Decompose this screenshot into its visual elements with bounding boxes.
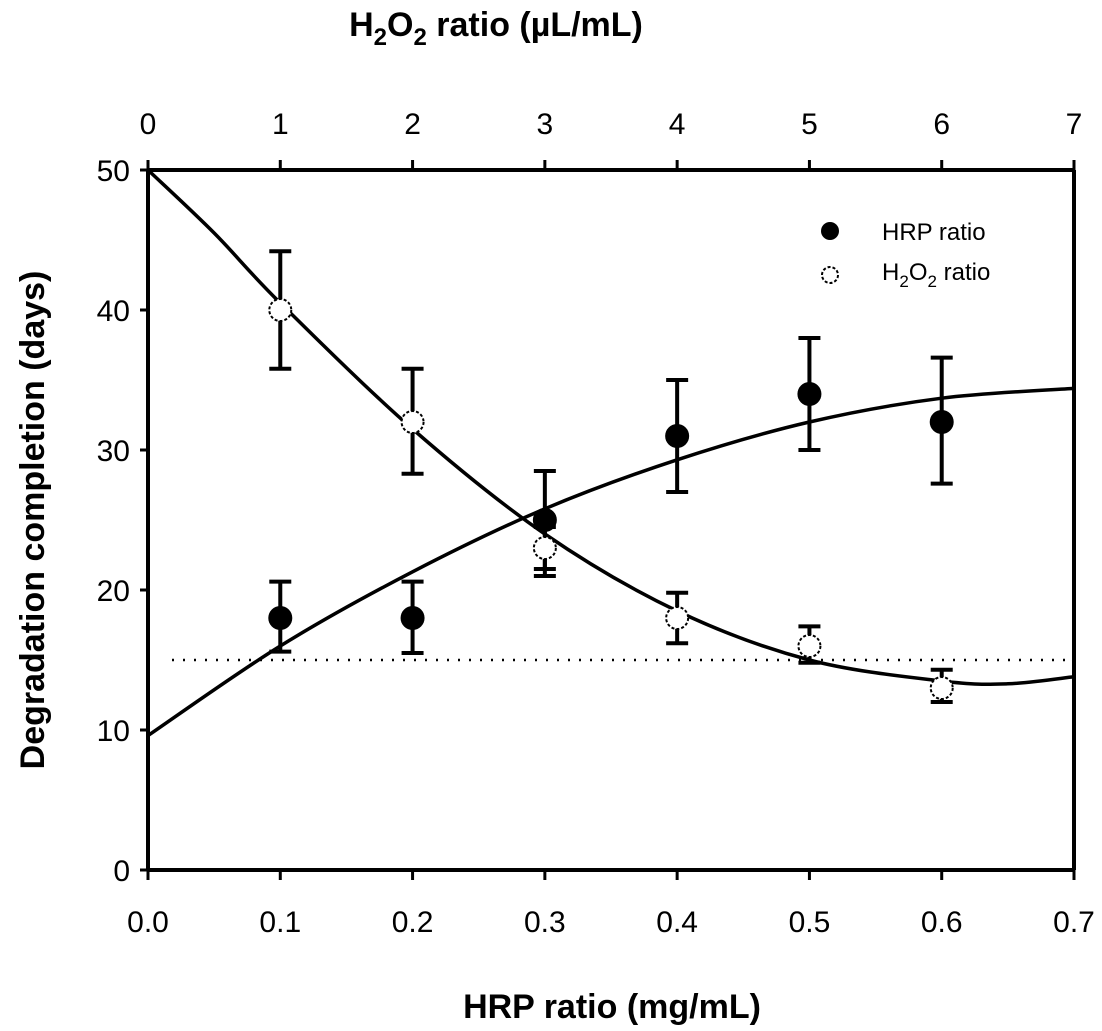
y-tick-label: 20 xyxy=(97,575,130,608)
x-tick-label: 0.3 xyxy=(524,906,566,939)
x2-tick-label: 6 xyxy=(933,108,950,141)
data-point-h2o2 xyxy=(797,634,822,658)
data-point-hrp xyxy=(400,606,425,630)
plot-marks xyxy=(146,168,1075,738)
x2-tick-label: 1 xyxy=(272,108,289,141)
x2-axis-title: H2O2 ratio (µL/mL) xyxy=(349,6,643,51)
y-tick-label: 0 xyxy=(113,855,130,888)
fit-curve-hrp xyxy=(147,386,1075,738)
y-axis-title: Degradation completion (days) xyxy=(14,271,52,770)
x-tick-label: 0.7 xyxy=(1053,906,1095,939)
legend-label-h2o2: H2O2 ratio xyxy=(882,259,990,291)
x-tick-label: 0.2 xyxy=(392,906,434,939)
data-point-h2o2 xyxy=(929,676,954,700)
data-point-h2o2 xyxy=(400,410,425,434)
y-tick-label: 50 xyxy=(97,155,130,188)
y-tick-label: 30 xyxy=(97,435,130,468)
legend: HRP ratio H2O2 ratio xyxy=(821,219,990,291)
x-tick-label: 0.1 xyxy=(259,906,301,939)
data-point-h2o2 xyxy=(268,298,293,322)
legend-label-hrp: HRP ratio xyxy=(882,219,986,246)
data-point-hrp xyxy=(665,424,690,448)
data-point-h2o2 xyxy=(665,606,690,630)
axes: 0.0 0.1 0.2 0.3 0.4 0.5 0.6 0.7 0 1 2 3 4 5 6 7 0 10 20 30 4… xyxy=(97,108,1095,939)
legend-marker-hrp xyxy=(821,222,839,240)
data-point-hrp xyxy=(268,606,293,630)
x-tick-label: 0.4 xyxy=(656,906,698,939)
x2-tick-label: 2 xyxy=(404,108,421,141)
data-point-hrp xyxy=(929,410,954,434)
x-tick-label: 0.6 xyxy=(921,906,963,939)
x2-tick-label: 7 xyxy=(1066,108,1083,141)
data-point-h2o2 xyxy=(532,536,557,560)
y-tick-label: 10 xyxy=(97,715,130,748)
data-point-hrp xyxy=(797,382,822,406)
x-tick-label: 0.5 xyxy=(789,906,831,939)
x-tick-label: 0.0 xyxy=(127,906,169,939)
x2-tick-label: 0 xyxy=(140,108,157,141)
legend-marker-h2o2 xyxy=(821,266,839,284)
x2-tick-label: 4 xyxy=(669,108,686,141)
y-tick-label: 40 xyxy=(97,295,130,328)
x-axis-title: HRP ratio (mg/mL) xyxy=(463,988,761,1026)
x2-tick-label: 5 xyxy=(801,108,818,141)
x2-tick-label: 3 xyxy=(537,108,554,141)
